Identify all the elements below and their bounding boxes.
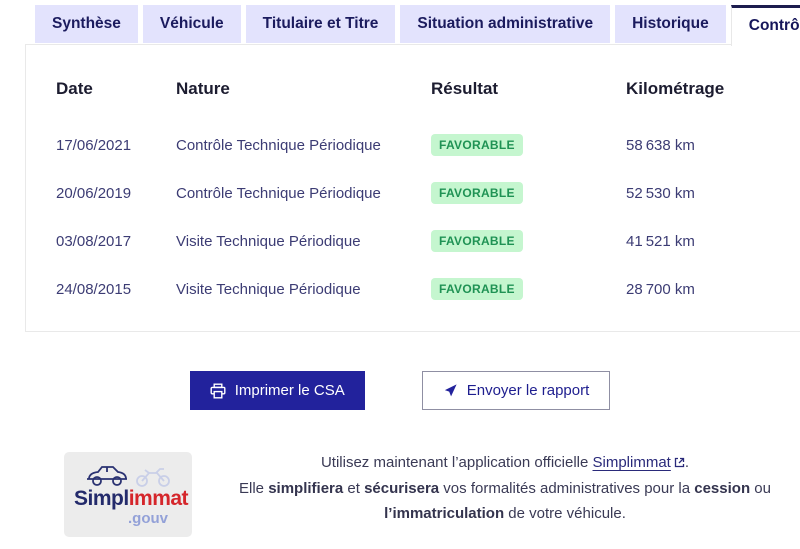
cell-kilometrage: 52 530 km [626, 184, 695, 202]
cell-resultat: FAVORABLE [431, 278, 626, 300]
motorcycle-icon [134, 464, 172, 488]
promo-text: Elle [239, 480, 269, 497]
table-row: 20/06/2019 Contrôle Technique Périodique… [56, 169, 800, 217]
tab-titulaire-et-titre[interactable]: Titulaire et Titre [245, 5, 396, 43]
promo-line-3: l’immatriculation de votre véhicule. [215, 501, 795, 526]
tab-controles-techniques[interactable]: Contrôles techniques [730, 5, 800, 46]
print-csa-label: Imprimer le CSA [234, 382, 345, 399]
column-header-kilometrage: Kilométrage [626, 79, 725, 98]
column-header-resultat: Résultat [431, 79, 499, 98]
brand-simpl: Simpl [74, 487, 129, 510]
inspections-table: Date Nature Résultat Kilométrage 17/06/2… [26, 45, 800, 313]
promo-text: vos formalités administratives pour la [439, 480, 695, 497]
send-icon [443, 383, 458, 398]
table-row: 24/08/2015 Visite Technique Périodique F… [56, 265, 800, 313]
promo-text: ou [750, 480, 771, 497]
promo-line-1: Utilisez maintenant l’application offici… [215, 450, 795, 476]
cell-kilometrage: 41 521 km [626, 232, 695, 250]
technical-inspections-panel: Date Nature Résultat Kilométrage 17/06/2… [25, 44, 800, 332]
promo-text: et [343, 480, 365, 497]
external-link-icon [674, 451, 685, 476]
logo-vehicle-icons [74, 460, 182, 488]
send-report-button[interactable]: Envoyer le rapport [421, 371, 611, 410]
simplimmat-link[interactable]: Simplimmat [593, 454, 685, 471]
action-buttons-row: Imprimer le CSA Envoyer le rapport [0, 371, 800, 410]
send-report-label: Envoyer le rapport [466, 382, 590, 399]
promo-bold-simplifiera: simplifiera [268, 480, 344, 497]
cell-date: 17/06/2021 [56, 136, 132, 154]
cell-nature: Visite Technique Périodique [176, 232, 361, 250]
table-header-row: Date Nature Résultat Kilométrage [56, 69, 800, 109]
cell-kilometrage: 28 700 km [626, 280, 695, 298]
status-badge: FAVORABLE [431, 230, 523, 252]
car-icon [84, 462, 130, 488]
cell-nature: Contrôle Technique Périodique [176, 184, 381, 202]
brand-immat: immat [128, 487, 189, 510]
promo-bold-immatriculation: l’immatriculation [384, 505, 505, 522]
tab-synthese[interactable]: Synthèse [35, 5, 138, 43]
cell-nature: Contrôle Technique Périodique [176, 136, 381, 154]
promo-line1-prefix: Utilisez maintenant l’application offici… [320, 454, 593, 471]
cell-date: 20/06/2019 [56, 184, 132, 202]
status-badge: FAVORABLE [431, 182, 523, 204]
status-badge: FAVORABLE [431, 134, 523, 156]
column-header-nature: Nature [176, 79, 230, 98]
promo-line-2: Elle simplifiera et sécurisera vos forma… [215, 476, 795, 501]
table-row: 03/08/2017 Visite Technique Périodique F… [56, 217, 800, 265]
printer-icon [210, 383, 226, 399]
brand-wordmark: Simplimmat [74, 487, 189, 510]
tab-vehicule[interactable]: Véhicule [142, 5, 241, 43]
status-badge: FAVORABLE [431, 278, 523, 300]
simplimmat-link-label: Simplimmat [592, 454, 671, 471]
tab-situation-administrative[interactable]: Situation administrative [400, 5, 611, 43]
tab-historique[interactable]: Historique [615, 5, 726, 43]
table-row: 17/06/2021 Contrôle Technique Périodique… [56, 121, 800, 169]
cell-resultat: FAVORABLE [431, 134, 626, 156]
tab-bar: Synthèse Véhicule Titulaire et Titre Sit… [35, 5, 800, 46]
brand-gouv: .gouv [128, 510, 168, 527]
simplimmat-promo-text: Utilisez maintenant l’application offici… [215, 450, 795, 526]
promo-bold-cession: cession [694, 480, 751, 497]
cell-date: 03/08/2017 [56, 232, 132, 250]
promo-line1-suffix: . [684, 454, 690, 471]
cell-nature: Visite Technique Périodique [176, 280, 361, 298]
promo-bold-securisera: sécurisera [364, 480, 440, 497]
simplimmat-logo: Simplimmat .gouv [64, 452, 192, 537]
print-csa-button[interactable]: Imprimer le CSA [189, 371, 365, 410]
column-header-date: Date [56, 79, 93, 98]
cell-resultat: FAVORABLE [431, 182, 626, 204]
promo-text: de votre véhicule. [504, 505, 626, 522]
cell-resultat: FAVORABLE [431, 230, 626, 252]
cell-kilometrage: 58 638 km [626, 136, 695, 154]
cell-date: 24/08/2015 [56, 280, 132, 298]
